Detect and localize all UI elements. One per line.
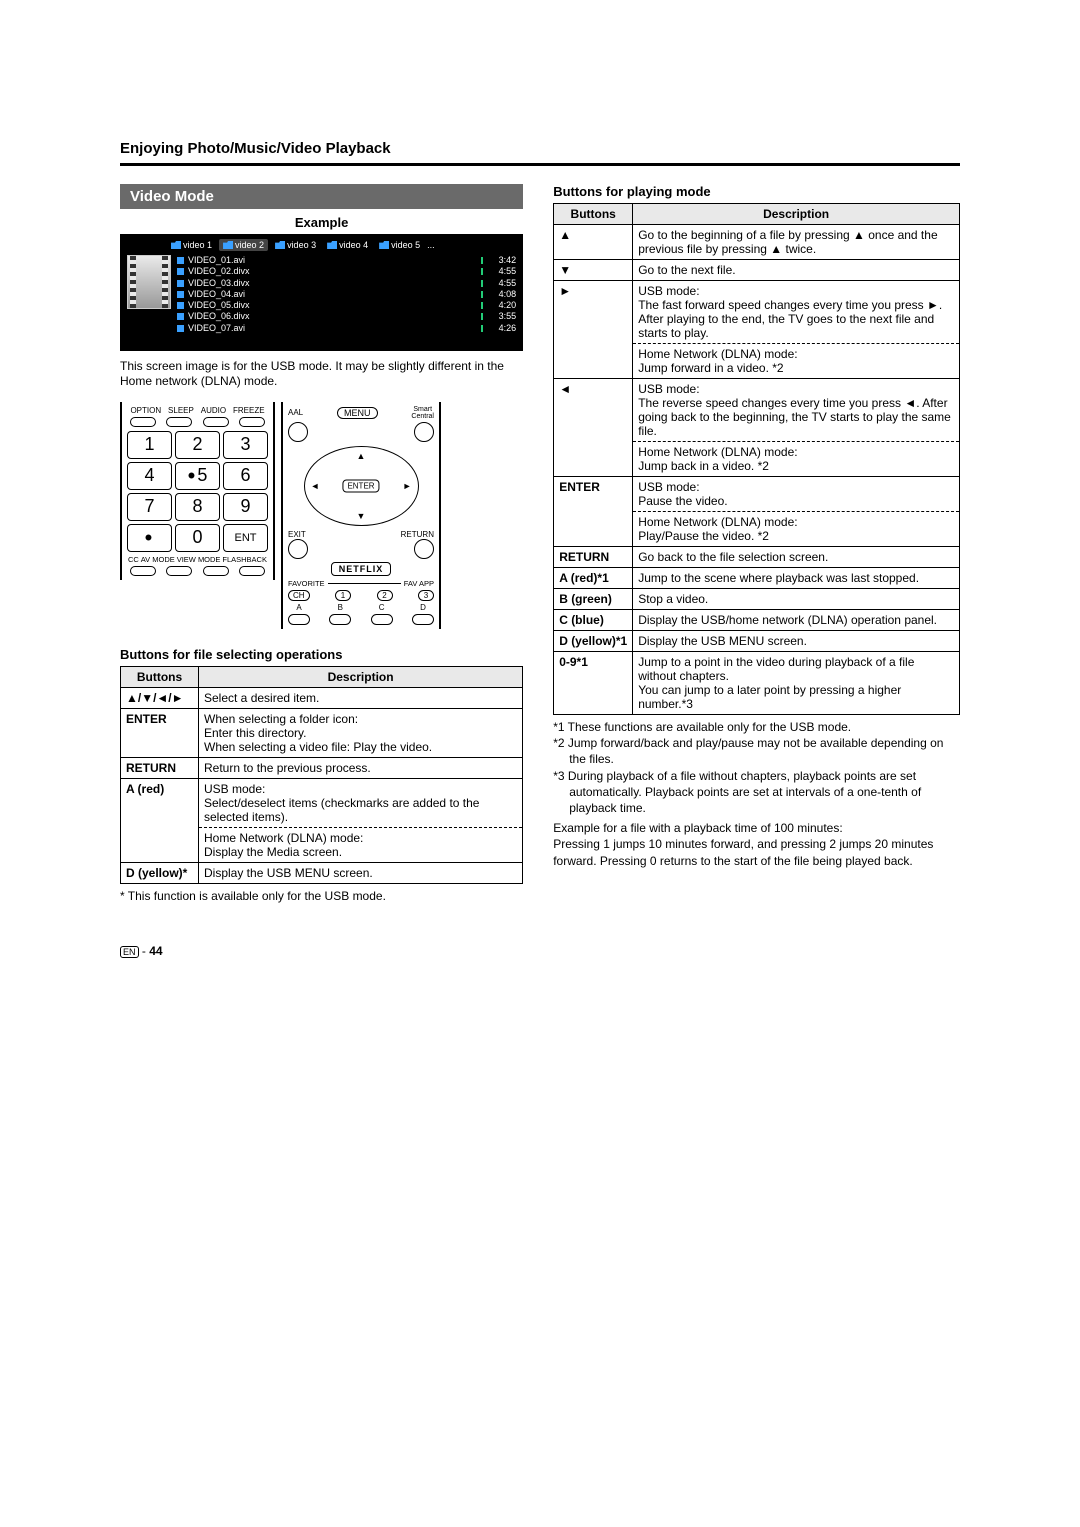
num-button: •5 (175, 462, 220, 490)
description-cell: Display the USB/home network (DLNA) oper… (633, 610, 960, 631)
button-cell: C (blue) (554, 610, 633, 631)
description-cell: Stop a video. (633, 589, 960, 610)
tab: video 2 (219, 239, 268, 251)
file-row: VIDEO_05.divx4:20 (177, 300, 516, 311)
num-button: 7 (127, 493, 172, 521)
tab: video 3 (271, 239, 320, 251)
file-row: VIDEO_02.divx4:55 (177, 266, 516, 277)
tab: video 4 (323, 239, 372, 251)
file-row: VIDEO_04.avi4:08 (177, 289, 516, 300)
button-cell: ENTER (121, 708, 199, 757)
description-cell: Go to the next file. (633, 260, 960, 281)
description-cell: Select a desired item. (199, 687, 523, 708)
playing-mode-table: Buttons Description ▲Go to the beginning… (553, 203, 960, 715)
divider (120, 163, 960, 166)
file-row: VIDEO_01.avi3:42 (177, 255, 516, 266)
num-button: 8 (175, 493, 220, 521)
button-cell: A (red)*1 (554, 568, 633, 589)
favapp-label: FAV APP (404, 579, 434, 588)
page-title: Enjoying Photo/Music/Video Playback (120, 140, 960, 157)
t2-h1: Buttons (554, 204, 633, 225)
num-button: 3 (223, 431, 268, 459)
t1-h1: Buttons (121, 666, 199, 687)
example-text: Example for a file with a playback time … (553, 820, 960, 869)
description-cell: Jump to a point in the video during play… (633, 652, 960, 715)
description-cell: Display the USB MENU screen. (199, 862, 523, 883)
description-cell: USB mode: Pause the video.Home Network (… (633, 477, 960, 547)
button-cell: RETURN (554, 547, 633, 568)
button-cell: ◄ (554, 379, 633, 477)
button-cell: A (red) (121, 778, 199, 862)
num-button: 1 (127, 431, 172, 459)
table1-footnote: * This function is available only for th… (120, 888, 523, 904)
button-cell: ▲/▼/◄/► (121, 687, 199, 708)
num-button: 2 (175, 431, 220, 459)
button-cell: D (yellow)* (121, 862, 199, 883)
film-icon (127, 255, 171, 309)
description-cell: USB mode: The fast forward speed changes… (633, 281, 960, 379)
num-button: 4 (127, 462, 172, 490)
tab: video 1 (167, 239, 216, 251)
description-cell: USB mode: The reverse speed changes ever… (633, 379, 960, 477)
description-cell: Go to the beginning of a file by pressin… (633, 225, 960, 260)
button-cell: B (green) (554, 589, 633, 610)
menu-button: MENU (337, 407, 378, 419)
example-label: Example (120, 215, 523, 230)
button-cell: RETURN (121, 757, 199, 778)
table2-title: Buttons for playing mode (553, 184, 960, 199)
smart-central-label: Smart Central (411, 406, 434, 420)
example-screenshot: video 1video 2video 3video 4video 5... V… (120, 234, 523, 351)
num-button: 6 (223, 462, 268, 490)
t1-h2: Description (199, 666, 523, 687)
description-cell: USB mode: Select/deselect items (checkma… (199, 778, 523, 862)
dpad: ENTER ▲▼◄► (304, 446, 419, 526)
file-row: VIDEO_06.divx3:55 (177, 311, 516, 322)
video-mode-bar: Video Mode (120, 184, 523, 209)
netflix-button: NETFLIX (331, 562, 391, 576)
description-cell: When selecting a folder icon: Enter this… (199, 708, 523, 757)
description-cell: Jump to the scene where playback was las… (633, 568, 960, 589)
return-label: RETURN (401, 530, 434, 539)
button-cell: 0-9*1 (554, 652, 633, 715)
file-row: VIDEO_07.avi4:26 (177, 323, 516, 334)
button-cell: ▲ (554, 225, 633, 260)
num-button: ENT (223, 524, 268, 552)
page-number: EN - 44 (120, 944, 960, 958)
favorite-label: FAVORITE (288, 579, 325, 588)
button-cell: ▼ (554, 260, 633, 281)
file-row: VIDEO_03.divx4:55 (177, 278, 516, 289)
table1-title: Buttons for file selecting operations (120, 647, 523, 662)
exit-label: EXIT (288, 530, 306, 539)
t2-h2: Description (633, 204, 960, 225)
button-cell: D (yellow)*1 (554, 631, 633, 652)
remote-illustration: OPTIONSLEEPAUDIOFREEZE 1234•56789•0ENT C… (120, 402, 523, 629)
button-cell: ► (554, 281, 633, 379)
description-cell: Go back to the file selection screen. (633, 547, 960, 568)
file-select-table: Buttons Description ▲/▼/◄/►Select a desi… (120, 666, 523, 884)
enter-button: ENTER (342, 479, 379, 492)
description-cell: Display the USB MENU screen. (633, 631, 960, 652)
aal-label: AAL (288, 408, 303, 417)
description-cell: Return to the previous process. (199, 757, 523, 778)
footnotes: *1 These functions are available only fo… (553, 719, 960, 816)
num-button: • (127, 524, 172, 552)
screenshot-caption: This screen image is for the USB mode. I… (120, 359, 523, 390)
num-button: 9 (223, 493, 268, 521)
num-button: 0 (175, 524, 220, 552)
button-cell: ENTER (554, 477, 633, 547)
tab: video 5 (375, 239, 424, 251)
